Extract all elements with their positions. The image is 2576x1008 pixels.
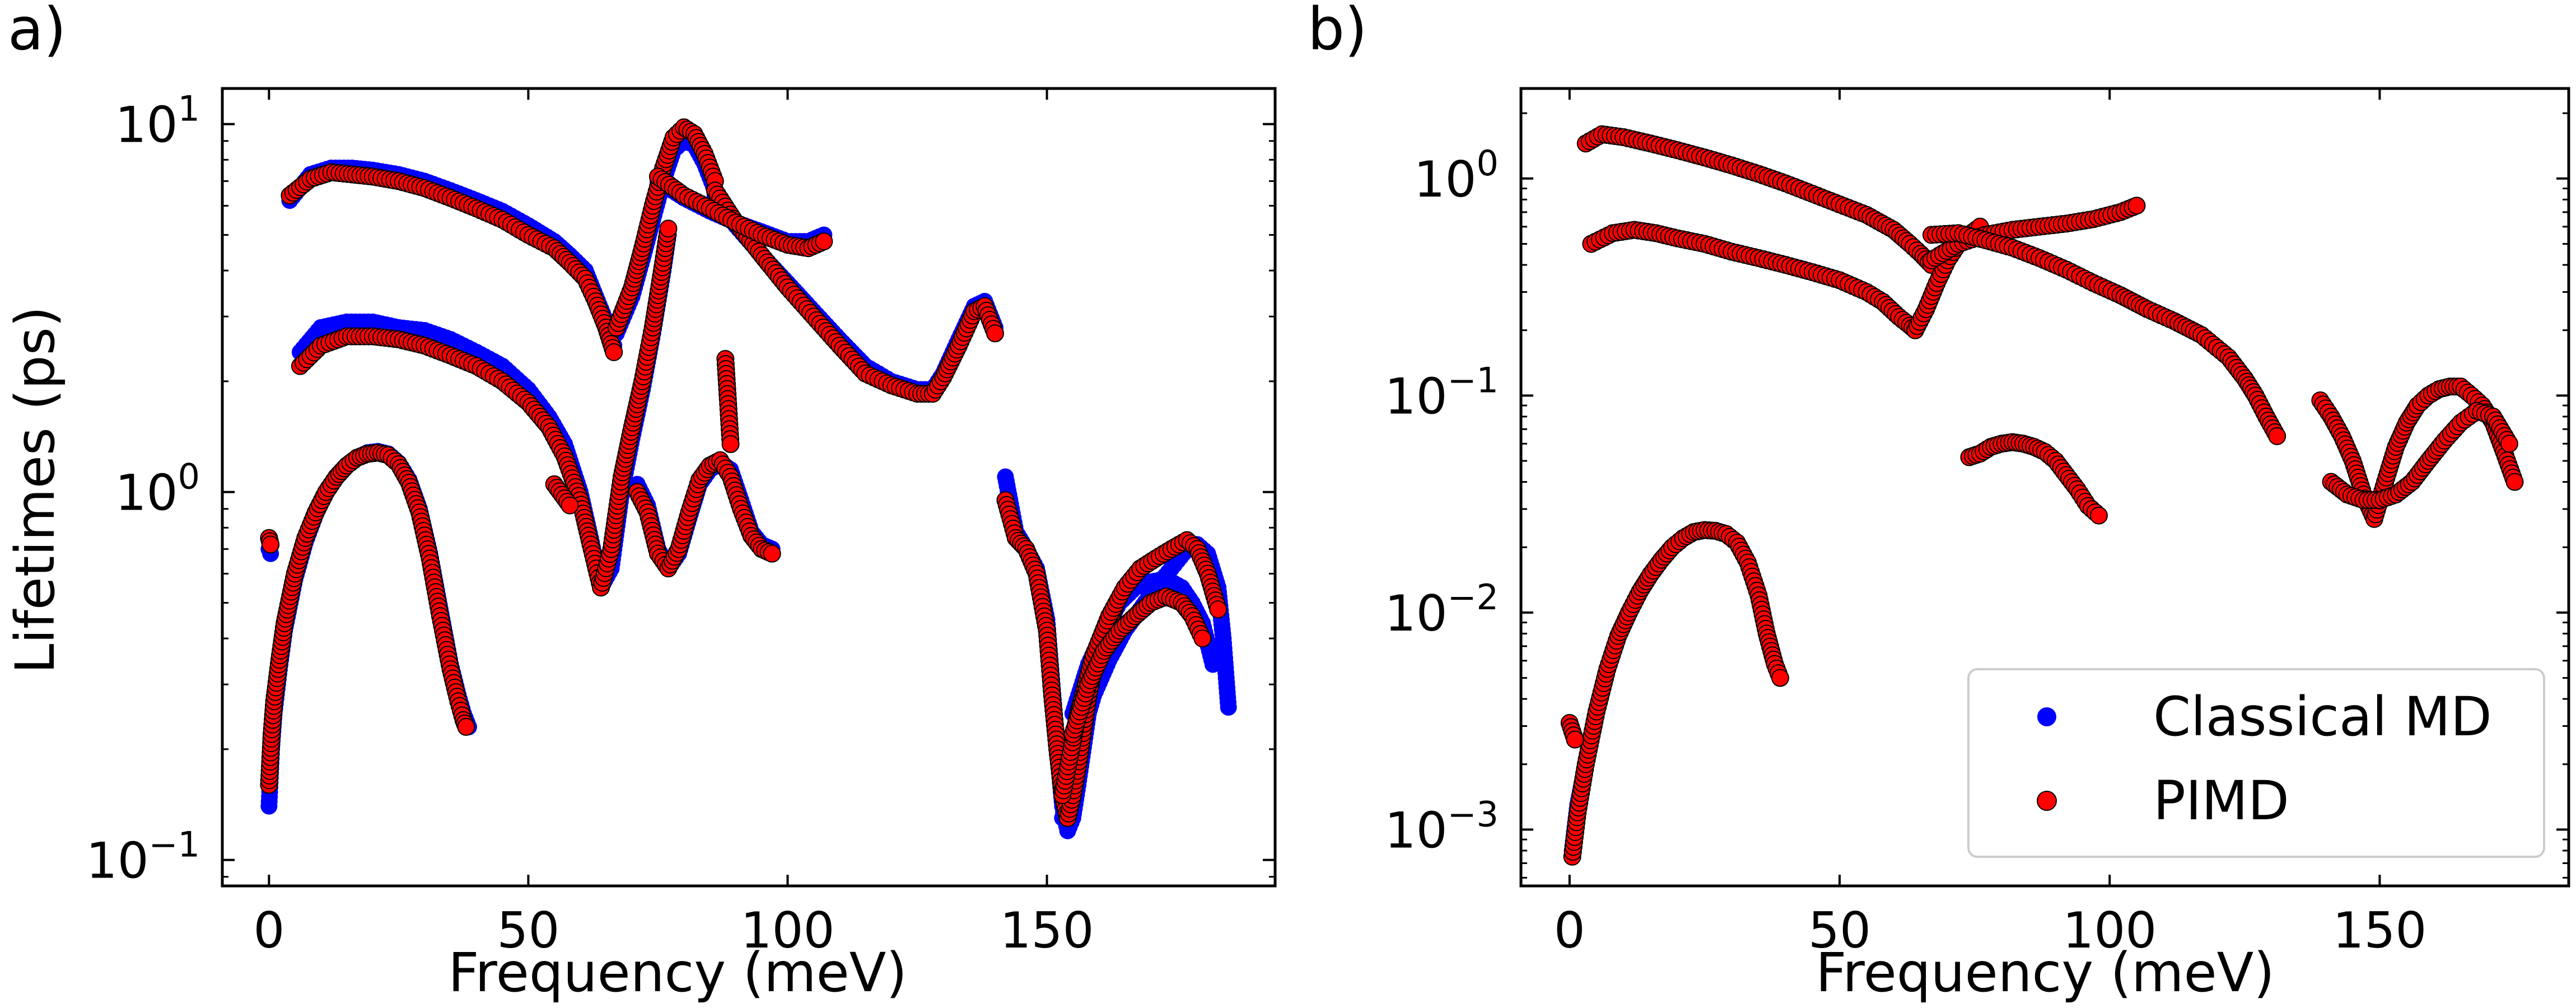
data-point: [2089, 506, 2108, 525]
x-tick-label: 150: [2332, 902, 2426, 959]
data-point: [2505, 473, 2524, 491]
x-axis-label: Frequency (meV): [448, 941, 907, 1004]
series-pimd: [1560, 125, 2524, 866]
data-point: [1771, 669, 1789, 687]
legend: Classical MD PIMD: [1967, 668, 2545, 858]
data-point: [262, 535, 280, 554]
data-point: [1209, 600, 1228, 619]
plot-area-a: 0 50 100 150 10−1 100 101: [86, 87, 1277, 959]
data-point: [457, 717, 475, 736]
panel-label-a: a): [8, 0, 66, 63]
axes-frame: [221, 87, 1277, 888]
data-point: [2500, 435, 2518, 453]
data-point: [986, 324, 1004, 343]
legend-marker-classical-md: [2037, 707, 2056, 726]
data-point: [1204, 656, 1221, 673]
data-point: [1193, 629, 1212, 648]
data-point: [2268, 427, 2286, 445]
y-tick-label: 100: [115, 456, 200, 522]
x-tick-label: 50: [497, 902, 559, 959]
data-point: [1220, 699, 1237, 716]
data-point: [561, 496, 579, 515]
y-tick-label: 101: [115, 88, 200, 154]
legend-label-classical-md: Classical MD: [2153, 685, 2492, 748]
panel-label-b: b): [1308, 0, 1368, 63]
x-tick-label: 50: [1808, 902, 1871, 959]
y-axis-label: Lifetimes (ps): [4, 306, 67, 674]
x-tick-label: 150: [1000, 902, 1094, 959]
x-tick-label: 0: [253, 902, 284, 959]
legend-marker-pimd: [2037, 791, 2057, 811]
data-point: [721, 435, 740, 454]
data-point: [1566, 730, 1584, 749]
x-axis-label: Frequency (meV): [1816, 941, 2275, 1004]
y-tick-label: 10−1: [86, 824, 200, 890]
data-point: [605, 343, 623, 361]
x-tick-label: 100: [2062, 902, 2157, 959]
panel-a: a) Lifetimes (ps) Frequency (meV) 0 50 100…: [4, 0, 1277, 1004]
data-point: [763, 544, 781, 563]
x-tick-label: 100: [740, 902, 834, 959]
data-point: [659, 220, 678, 238]
panel-b: b) Frequency (meV) 0 50 100 15010−310−210−1…: [1308, 0, 2570, 1004]
series-pimd: [260, 118, 1228, 827]
data-point: [815, 232, 833, 251]
data-point: [2127, 197, 2146, 215]
legend-label-pimd: PIMD: [2153, 769, 2289, 832]
x-tick-label: 0: [1554, 902, 1585, 959]
